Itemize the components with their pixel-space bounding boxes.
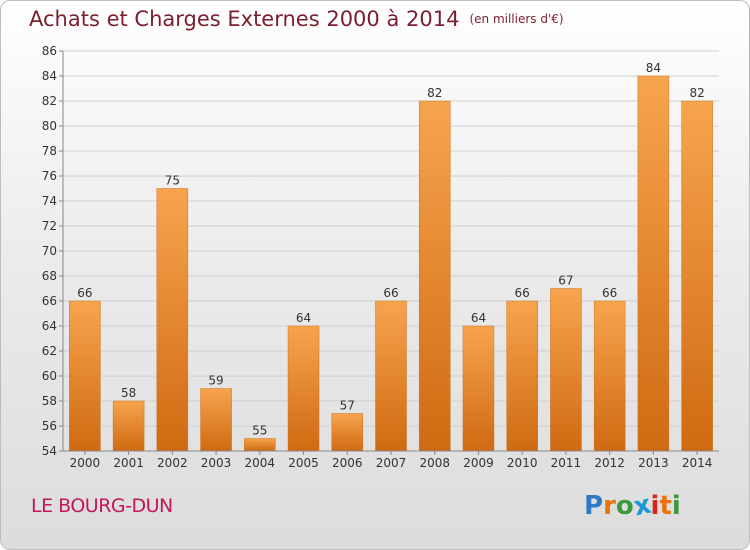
bar-2003 xyxy=(200,388,232,452)
bar-2014 xyxy=(681,100,713,452)
x-tick-label: 2009 xyxy=(463,456,494,470)
value-label: 64 xyxy=(296,311,311,325)
x-tick-label: 2003 xyxy=(201,456,232,470)
y-tick-label: 64 xyxy=(42,319,57,333)
value-label: 66 xyxy=(77,286,92,300)
unit-label: (en milliers d'€) xyxy=(469,12,564,26)
logo-letter: o xyxy=(615,491,634,521)
value-label: 57 xyxy=(340,399,355,413)
y-tick-label: 78 xyxy=(42,144,57,158)
value-label: 59 xyxy=(208,374,223,388)
y-axis: 54 56 58 60 62 64 66 68 70 72 74 76 78 80 82 84 86 xyxy=(42,44,64,458)
x-tick-label: 2004 xyxy=(245,456,276,470)
value-label: 58 xyxy=(121,386,136,400)
bar-2009 xyxy=(462,325,495,452)
x-tick-label: 2012 xyxy=(594,456,625,470)
proxiti-logo[interactable]: Proxiti xyxy=(584,490,681,523)
logo-letter: t xyxy=(659,491,672,521)
bar-2000 xyxy=(69,300,101,452)
value-label: 82 xyxy=(689,86,704,100)
y-tick-label: 86 xyxy=(42,44,57,58)
bar-2002 xyxy=(156,188,189,452)
value-label: 84 xyxy=(646,61,661,75)
value-label: 66 xyxy=(383,286,398,300)
x-tick-label: 2007 xyxy=(376,456,407,470)
y-tick-label: 58 xyxy=(42,394,57,408)
logo-letter: i xyxy=(671,491,681,521)
bar-2011 xyxy=(550,288,582,452)
value-label: 64 xyxy=(471,311,486,325)
y-tick-label: 82 xyxy=(42,94,57,108)
logo-letter: r xyxy=(603,491,616,521)
y-tick-label: 80 xyxy=(42,119,57,133)
y-tick-label: 56 xyxy=(42,419,57,433)
bar-2005 xyxy=(287,325,320,452)
value-label: 66 xyxy=(602,286,617,300)
y-tick-label: 54 xyxy=(42,444,57,458)
bar-2001 xyxy=(112,400,145,452)
x-tick-label: 2011 xyxy=(551,456,582,470)
x-tick-label: 2005 xyxy=(288,456,319,470)
x-tick-label: 2000 xyxy=(70,456,101,470)
x-tick-label: 2014 xyxy=(682,456,713,470)
value-label: 75 xyxy=(165,174,180,188)
bar-2012 xyxy=(593,300,626,452)
x-axis: 2000 2001 2002 2003 2004 2005 2006 2007 2008 2009… xyxy=(63,450,719,470)
logo-letter: i xyxy=(650,491,660,521)
value-label: 82 xyxy=(427,86,442,100)
bar-2010 xyxy=(506,300,538,452)
value-label: 55 xyxy=(252,424,267,438)
logo-letter: P xyxy=(584,491,604,521)
x-tick-label: 2008 xyxy=(419,456,450,470)
y-tick-label: 70 xyxy=(42,244,57,258)
y-tick-label: 84 xyxy=(42,69,57,83)
x-tick-label: 2010 xyxy=(507,456,538,470)
bar-2007 xyxy=(375,300,407,452)
value-label: 67 xyxy=(558,274,573,288)
value-label: 66 xyxy=(515,286,530,300)
bars-group: 66 58 75 59 55 64 57 66 82 64 66 67 66 84 82 xyxy=(69,61,713,452)
bar-2008 xyxy=(418,100,451,452)
bar-2004 xyxy=(244,438,276,452)
y-tick-label: 76 xyxy=(42,169,57,183)
x-tick-label: 2013 xyxy=(638,456,669,470)
commune-name: LE BOURG-DUN xyxy=(31,495,173,517)
chart-title: Achats et Charges Externes 2000 à 2014 (e… xyxy=(29,7,564,31)
bar-2013 xyxy=(637,75,670,452)
y-tick-label: 66 xyxy=(42,294,57,308)
y-tick-label: 60 xyxy=(42,369,57,383)
y-tick-label: 72 xyxy=(42,219,57,233)
y-tick-label: 74 xyxy=(42,194,57,208)
x-tick-label: 2001 xyxy=(113,456,144,470)
x-tick-label: 2006 xyxy=(332,456,363,470)
bar-2006 xyxy=(331,413,364,452)
x-tick-label: 2002 xyxy=(157,456,188,470)
y-tick-label: 68 xyxy=(42,269,57,283)
y-tick-label: 62 xyxy=(42,344,57,358)
title-text: Achats et Charges Externes 2000 à 2014 xyxy=(29,7,460,31)
